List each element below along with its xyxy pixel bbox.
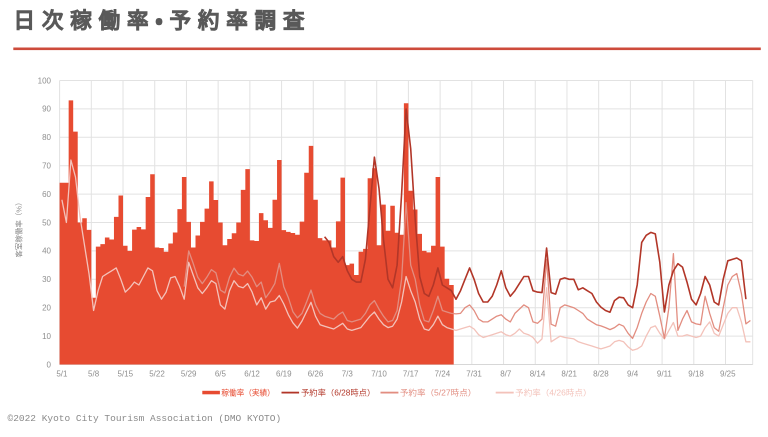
svg-text:9/11: 9/11 bbox=[657, 370, 673, 379]
svg-text:7/3: 7/3 bbox=[342, 370, 354, 379]
svg-text:80: 80 bbox=[42, 133, 51, 142]
svg-text:日次稼働率・予約率調査: 日次稼働率・予約率調査 bbox=[14, 8, 305, 33]
svg-text:60: 60 bbox=[42, 190, 51, 199]
svg-text:50: 50 bbox=[42, 218, 51, 227]
svg-text:7/24: 7/24 bbox=[435, 370, 451, 379]
svg-text:20: 20 bbox=[42, 304, 51, 313]
svg-text:8/28: 8/28 bbox=[593, 370, 609, 379]
svg-text:予約率（5/27時点）: 予約率（5/27時点） bbox=[400, 388, 476, 398]
svg-text:5/15: 5/15 bbox=[118, 370, 134, 379]
svg-text:9/25: 9/25 bbox=[720, 370, 736, 379]
svg-text:稼働率（実績）: 稼働率（実績） bbox=[221, 388, 274, 398]
svg-text:0: 0 bbox=[47, 360, 52, 369]
svg-text:8/7: 8/7 bbox=[500, 370, 512, 379]
svg-text:30: 30 bbox=[42, 275, 51, 284]
svg-text:5/22: 5/22 bbox=[149, 370, 165, 379]
svg-text:6/5: 6/5 bbox=[215, 370, 227, 379]
svg-text:©2022 Kyoto City Tourism Assoc: ©2022 Kyoto City Tourism Association (DM… bbox=[8, 413, 282, 424]
svg-text:9/18: 9/18 bbox=[688, 370, 704, 379]
svg-text:7/31: 7/31 bbox=[466, 370, 482, 379]
svg-text:10: 10 bbox=[42, 332, 51, 341]
svg-text:8/14: 8/14 bbox=[530, 370, 546, 379]
svg-text:6/12: 6/12 bbox=[244, 370, 260, 379]
svg-text:5/29: 5/29 bbox=[181, 370, 197, 379]
svg-text:7/17: 7/17 bbox=[403, 370, 419, 379]
svg-text:90: 90 bbox=[42, 105, 51, 114]
svg-text:6/26: 6/26 bbox=[308, 370, 324, 379]
svg-text:予約率（6/28時点）: 予約率（6/28時点） bbox=[301, 388, 375, 398]
svg-text:7/10: 7/10 bbox=[371, 370, 387, 379]
svg-text:予約率（4/26時点）: 予約率（4/26時点） bbox=[515, 388, 591, 398]
svg-text:6/19: 6/19 bbox=[276, 370, 292, 379]
svg-text:8/21: 8/21 bbox=[561, 370, 577, 379]
svg-text:5/8: 5/8 bbox=[88, 370, 100, 379]
svg-text:客室稼働率（%）: 客室稼働率（%） bbox=[14, 198, 24, 257]
svg-text:5/1: 5/1 bbox=[56, 370, 68, 379]
svg-text:9/4: 9/4 bbox=[627, 370, 639, 379]
svg-text:100: 100 bbox=[38, 76, 52, 85]
svg-text:40: 40 bbox=[42, 247, 51, 256]
svg-text:70: 70 bbox=[42, 162, 51, 171]
